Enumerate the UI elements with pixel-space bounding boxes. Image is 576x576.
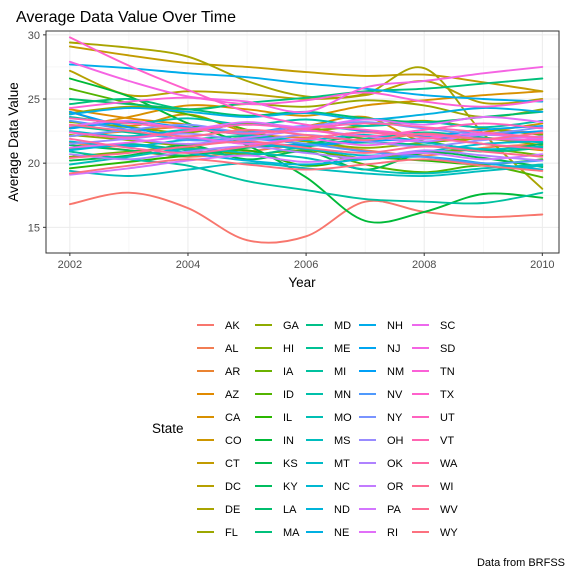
legend-label-ma: MA <box>283 527 300 539</box>
legend-label-ar: AR <box>225 366 240 378</box>
y-tick-label: 25 <box>28 94 40 106</box>
legend-label-ct: CT <box>225 458 240 470</box>
series-line-ma <box>68 77 544 111</box>
series-line-ok <box>68 145 544 162</box>
legend-label-nm: NM <box>387 366 404 378</box>
legend-label-nj: NJ <box>387 343 400 355</box>
x-tick-label: 2008 <box>412 259 436 271</box>
series-line-ak <box>68 191 544 244</box>
series-line-mt <box>68 128 544 151</box>
series-line-ct <box>68 45 544 93</box>
series-line-wy <box>68 158 544 175</box>
legend-label-mo: MO <box>334 412 352 424</box>
legend-label-tx: TX <box>440 389 455 401</box>
caption: Data from BRFSS <box>477 557 565 569</box>
legend-label-wi: WI <box>440 481 453 493</box>
series-line-sd <box>68 60 544 114</box>
legend-label-wv: WV <box>440 504 458 516</box>
x-axis: 2002 2004 2006 2008 2010 <box>58 253 555 271</box>
series-line-nh <box>68 63 544 103</box>
series-line-wa <box>68 131 544 154</box>
legend-label-id: ID <box>283 389 294 401</box>
legend-label-la: LA <box>283 504 297 516</box>
legend-label-ok: OK <box>387 458 404 470</box>
legend-title: State <box>152 421 184 436</box>
legend-label-de: DE <box>225 504 240 516</box>
legend-label-dc: DC <box>225 481 241 493</box>
x-axis-title: Year <box>288 275 316 290</box>
legend-label-ky: KY <box>283 481 298 493</box>
legend-label-mt: MT <box>334 458 350 470</box>
series-line-ga <box>68 133 544 149</box>
legend-label-wa: WA <box>440 458 458 470</box>
series-line-wv <box>68 123 544 142</box>
legend-label-nv: NV <box>387 389 403 401</box>
legend: AK AL AR AZ CA CO CT DC DE FL GA HI IA ID IL IN KS KY LA MA… <box>197 320 458 539</box>
y-axis: 15 20 25 30 <box>28 30 46 234</box>
series-line-mo <box>68 148 544 175</box>
legend-label-co: CO <box>225 435 242 447</box>
series-line-vt <box>68 117 544 139</box>
legend-label-ga: GA <box>283 320 300 332</box>
legend-label-me: ME <box>334 343 351 355</box>
legend-label-pa: PA <box>387 504 402 516</box>
legend-label-ne: NE <box>334 527 349 539</box>
legend-label-fl: FL <box>225 527 238 539</box>
legend-label-ia: IA <box>283 366 294 378</box>
series-line-ne <box>68 107 544 121</box>
series-line-pa <box>68 151 544 176</box>
legend-label-il: IL <box>283 412 292 424</box>
legend-label-or: OR <box>387 481 404 493</box>
series-lines <box>68 36 544 244</box>
legend-label-al: AL <box>225 343 238 355</box>
x-tick-label: 2006 <box>294 259 318 271</box>
legend-label-vt: VT <box>440 435 454 447</box>
legend-label-ak: AK <box>225 320 240 332</box>
legend-label-ks: KS <box>283 458 298 470</box>
legend-label-sd: SD <box>440 343 455 355</box>
legend-label-ut: UT <box>440 412 455 424</box>
series-line-tn <box>68 91 544 109</box>
y-tick-label: 20 <box>28 158 40 170</box>
series-line-in <box>68 77 544 224</box>
legend-label-ca: CA <box>225 412 241 424</box>
series-line-ms <box>68 162 544 178</box>
legend-label-az: AZ <box>225 389 239 401</box>
legend-label-mi: MI <box>334 366 346 378</box>
legend-label-hi: HI <box>283 343 294 355</box>
legend-label-wy: WY <box>440 527 458 539</box>
y-axis-title: Average Data Value <box>6 82 21 202</box>
legend-label-tn: TN <box>440 366 455 378</box>
legend-label-nc: NC <box>334 481 350 493</box>
series-line-nc <box>68 139 544 157</box>
legend-label-ms: MS <box>334 435 351 447</box>
legend-label-nd: ND <box>334 504 350 516</box>
series-line-mi <box>68 150 544 205</box>
plot-border <box>45 30 560 254</box>
legend-label-in: IN <box>283 435 294 447</box>
legend-label-md: MD <box>334 320 351 332</box>
series-line-ut <box>68 122 544 139</box>
y-tick-label: 15 <box>28 222 40 234</box>
legend-label-mn: MN <box>334 389 351 401</box>
x-tick-label: 2010 <box>530 259 554 271</box>
x-tick-label: 2004 <box>176 259 200 271</box>
legend-label-nh: NH <box>387 320 403 332</box>
chart-title: Average Data Value Over Time <box>16 9 236 26</box>
legend-label-sc: SC <box>440 320 455 332</box>
legend-label-oh: OH <box>387 435 404 447</box>
y-tick-label: 30 <box>28 30 40 42</box>
series-line-ny <box>68 121 544 138</box>
legend-label-ri: RI <box>387 527 398 539</box>
series-line-wi <box>68 140 544 159</box>
legend-label-ny: NY <box>387 412 403 424</box>
series-line-ri <box>68 116 544 130</box>
x-tick-label: 2002 <box>58 259 82 271</box>
